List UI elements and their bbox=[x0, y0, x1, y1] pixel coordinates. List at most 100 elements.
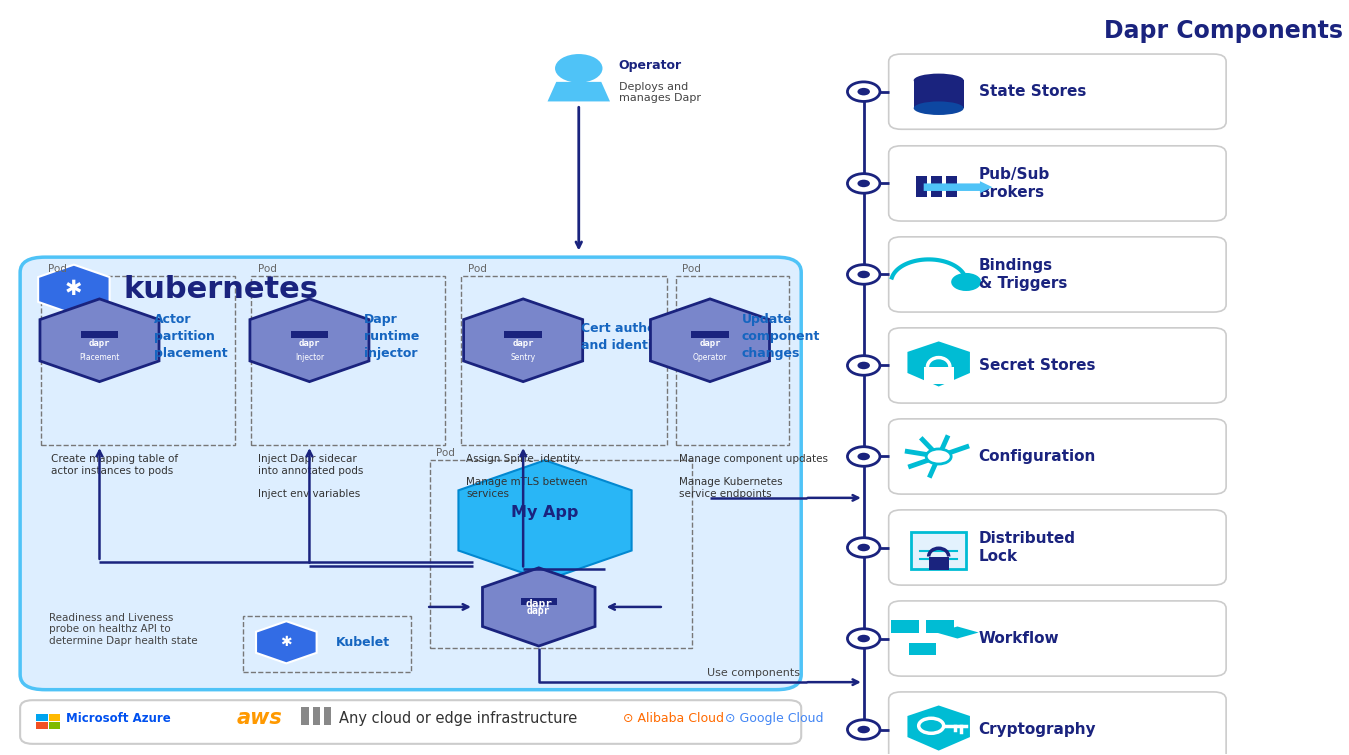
Circle shape bbox=[858, 544, 870, 551]
FancyBboxPatch shape bbox=[889, 601, 1226, 676]
Circle shape bbox=[847, 265, 880, 284]
Polygon shape bbox=[936, 627, 978, 639]
Text: dapr: dapr bbox=[527, 606, 550, 616]
Bar bbox=[911, 532, 966, 569]
Text: Inject Dapr sidecar
into annotated pods

Inject env variables: Inject Dapr sidecar into annotated pods … bbox=[258, 455, 363, 499]
Text: ✱: ✱ bbox=[65, 279, 82, 300]
FancyBboxPatch shape bbox=[889, 237, 1226, 312]
Text: Microsoft Azure: Microsoft Azure bbox=[66, 712, 171, 725]
Text: Pod: Pod bbox=[683, 263, 701, 274]
Circle shape bbox=[858, 180, 870, 187]
FancyArrow shape bbox=[924, 181, 993, 193]
Text: kubernetes: kubernetes bbox=[124, 275, 318, 304]
Text: Any cloud or edge infrastructure: Any cloud or edge infrastructure bbox=[339, 710, 577, 726]
FancyBboxPatch shape bbox=[889, 328, 1226, 403]
Bar bbox=[521, 598, 557, 605]
Text: ⊙ Alibaba Cloud: ⊙ Alibaba Cloud bbox=[622, 712, 723, 725]
Text: Pod: Pod bbox=[436, 448, 455, 458]
Text: dapr: dapr bbox=[513, 340, 534, 349]
Bar bbox=[49, 722, 61, 729]
Text: Configuration: Configuration bbox=[978, 449, 1095, 464]
FancyBboxPatch shape bbox=[20, 700, 801, 744]
Ellipse shape bbox=[913, 73, 963, 87]
Text: Actor
partition
placement: Actor partition placement bbox=[154, 313, 228, 360]
FancyBboxPatch shape bbox=[889, 692, 1226, 755]
Text: dapr: dapr bbox=[89, 340, 111, 349]
Text: Dapr
runtime
injector: Dapr runtime injector bbox=[364, 313, 420, 360]
Bar bbox=[36, 722, 47, 729]
Text: Pod: Pod bbox=[258, 263, 277, 274]
Polygon shape bbox=[908, 705, 970, 750]
Circle shape bbox=[858, 88, 870, 95]
Bar bbox=[505, 331, 542, 338]
Text: Manage component updates

Manage Kubernetes
service endpoints: Manage component updates Manage Kubernet… bbox=[679, 455, 828, 499]
Bar bbox=[301, 707, 309, 725]
Circle shape bbox=[858, 453, 870, 461]
Text: dapr: dapr bbox=[699, 340, 720, 349]
Circle shape bbox=[847, 82, 880, 101]
Text: Pod: Pod bbox=[468, 263, 487, 274]
Text: Workflow: Workflow bbox=[978, 631, 1059, 646]
Text: Secret Stores: Secret Stores bbox=[978, 358, 1095, 373]
Bar bbox=[243, 616, 411, 673]
Bar bbox=[36, 714, 47, 721]
FancyBboxPatch shape bbox=[889, 54, 1226, 129]
Circle shape bbox=[847, 538, 880, 557]
Text: Cert authority
and identity: Cert authority and identity bbox=[581, 322, 680, 352]
Circle shape bbox=[847, 629, 880, 649]
Ellipse shape bbox=[913, 101, 963, 115]
Circle shape bbox=[847, 174, 880, 193]
Bar bbox=[931, 176, 943, 197]
Text: Injector: Injector bbox=[295, 353, 324, 362]
Polygon shape bbox=[38, 265, 109, 314]
Text: aws: aws bbox=[236, 708, 282, 729]
Text: Assign Spiffe  identity

Manage mTLS between
services: Assign Spiffe identity Manage mTLS betwe… bbox=[467, 455, 588, 499]
Text: dapr: dapr bbox=[525, 599, 552, 609]
Text: Kubelet: Kubelet bbox=[336, 636, 390, 649]
Circle shape bbox=[858, 362, 870, 369]
Text: dapr: dapr bbox=[298, 340, 320, 349]
Text: Create mapping table of
actor instances to pods: Create mapping table of actor instances … bbox=[51, 455, 178, 476]
Circle shape bbox=[858, 271, 870, 278]
Polygon shape bbox=[548, 82, 610, 101]
Bar bbox=[42, 276, 235, 445]
Text: Cryptography: Cryptography bbox=[978, 722, 1097, 737]
Bar bbox=[430, 461, 692, 649]
Bar bbox=[928, 556, 948, 570]
Polygon shape bbox=[250, 299, 370, 381]
Bar bbox=[927, 621, 954, 633]
FancyBboxPatch shape bbox=[20, 257, 801, 689]
FancyBboxPatch shape bbox=[889, 419, 1226, 494]
Bar bbox=[461, 276, 668, 445]
Text: Pub/Sub
Brokers: Pub/Sub Brokers bbox=[978, 167, 1050, 200]
Circle shape bbox=[927, 449, 951, 464]
Bar bbox=[290, 331, 328, 338]
Text: Placement: Placement bbox=[80, 353, 120, 362]
FancyBboxPatch shape bbox=[889, 510, 1226, 585]
Bar bbox=[924, 367, 954, 384]
Text: Pod: Pod bbox=[47, 263, 66, 274]
Text: Deploys and
manages Dapr: Deploys and manages Dapr bbox=[619, 82, 700, 103]
Bar bbox=[49, 714, 61, 721]
Text: ⊙ Google Cloud: ⊙ Google Cloud bbox=[718, 712, 824, 725]
Polygon shape bbox=[40, 299, 159, 381]
Polygon shape bbox=[650, 299, 769, 381]
Bar bbox=[81, 331, 119, 338]
FancyBboxPatch shape bbox=[889, 146, 1226, 221]
Polygon shape bbox=[908, 341, 970, 387]
Polygon shape bbox=[464, 299, 583, 381]
Text: Dapr Components: Dapr Components bbox=[1103, 20, 1344, 44]
Circle shape bbox=[554, 54, 603, 82]
Text: Use components: Use components bbox=[707, 668, 800, 679]
Text: ✱: ✱ bbox=[281, 635, 293, 649]
Polygon shape bbox=[483, 568, 595, 646]
Circle shape bbox=[858, 726, 870, 733]
Text: Operator: Operator bbox=[693, 353, 727, 362]
Text: State Stores: State Stores bbox=[978, 84, 1086, 99]
Text: Sentry: Sentry bbox=[510, 353, 536, 362]
Bar bbox=[946, 176, 958, 197]
Polygon shape bbox=[459, 461, 631, 581]
Bar bbox=[691, 331, 728, 338]
Circle shape bbox=[847, 720, 880, 739]
Bar bbox=[313, 707, 320, 725]
